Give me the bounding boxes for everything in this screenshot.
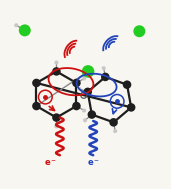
Circle shape xyxy=(109,118,118,127)
Circle shape xyxy=(52,113,61,122)
Circle shape xyxy=(133,25,145,37)
Circle shape xyxy=(113,129,117,133)
Circle shape xyxy=(14,23,18,27)
Circle shape xyxy=(32,102,41,110)
Circle shape xyxy=(32,79,41,87)
Text: e$^-$: e$^-$ xyxy=(87,158,100,168)
Circle shape xyxy=(82,108,86,112)
Circle shape xyxy=(101,73,110,81)
Circle shape xyxy=(19,24,31,36)
Circle shape xyxy=(83,118,87,122)
Circle shape xyxy=(82,77,86,81)
Text: e$^-$: e$^-$ xyxy=(44,158,57,168)
Circle shape xyxy=(83,88,92,96)
Circle shape xyxy=(88,110,96,119)
Circle shape xyxy=(82,65,94,78)
Circle shape xyxy=(54,124,58,129)
Circle shape xyxy=(72,102,81,110)
Circle shape xyxy=(52,67,61,76)
Circle shape xyxy=(123,81,131,89)
Circle shape xyxy=(77,87,81,91)
Circle shape xyxy=(102,66,106,70)
Circle shape xyxy=(127,103,135,112)
Circle shape xyxy=(54,60,58,65)
Circle shape xyxy=(72,79,81,87)
